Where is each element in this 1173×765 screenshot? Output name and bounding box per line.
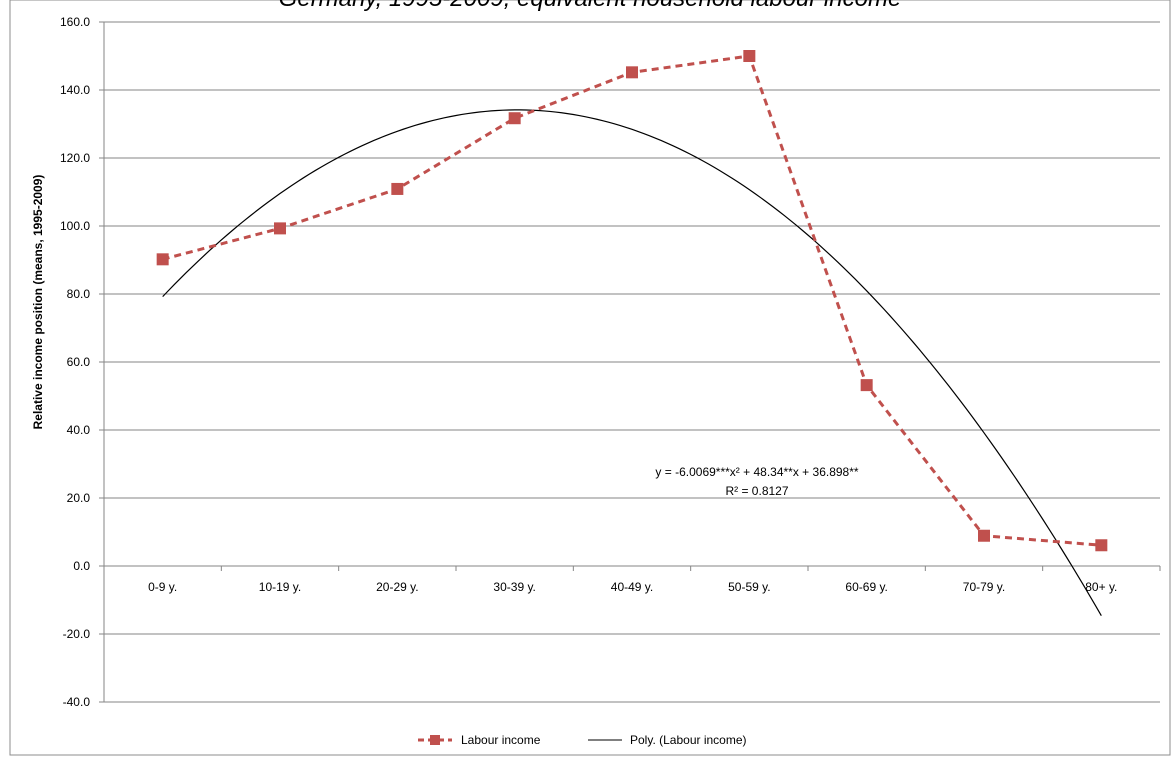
data-point-marker bbox=[274, 222, 286, 235]
data-point-marker bbox=[391, 182, 404, 195]
data-point-marker bbox=[508, 112, 521, 125]
trendline-group bbox=[162, 109, 1102, 616]
y-tick-label: 120.0 bbox=[60, 151, 90, 165]
legend-trendline-label: Poly. (Labour income) bbox=[630, 733, 747, 747]
data-point-marker bbox=[1095, 539, 1108, 552]
y-tick-label: 100.0 bbox=[60, 219, 90, 233]
y-tick-label: 60.0 bbox=[67, 355, 91, 369]
data-point-marker bbox=[860, 379, 873, 392]
x-tick-label: 20-29 y. bbox=[376, 580, 418, 594]
y-tick-label: 140.0 bbox=[60, 83, 90, 97]
y-tick-label: 160.0 bbox=[60, 15, 90, 29]
y-tick-label: 20.0 bbox=[67, 491, 91, 505]
trendline-equation: y = -6.0069***x² + 48.34**x + 36.898** bbox=[655, 465, 858, 479]
y-tick-label: 40.0 bbox=[67, 423, 91, 437]
x-tick-label: 30-39 y. bbox=[493, 580, 535, 594]
x-tick-label: 50-59 y. bbox=[728, 580, 770, 594]
data-point-marker bbox=[626, 66, 638, 79]
x-tick-label: 70-79 y. bbox=[963, 580, 1005, 594]
chart-title: Germany, 1995-2009, equivalent household… bbox=[279, 0, 902, 12]
x-tick-label: 0-9 y. bbox=[148, 580, 177, 594]
trendline-path bbox=[162, 109, 1102, 616]
y-axis-label: Relative income position (means, 1995-20… bbox=[31, 175, 45, 430]
x-tick-labels: 0-9 y. 10-19 y. 20-29 y. 30-39 y. 40-49 y. 50… bbox=[103, 566, 1161, 594]
y-tick-label: -20.0 bbox=[63, 627, 91, 641]
trendline-r2: R² = 0.8127 bbox=[725, 484, 788, 498]
y-tick-label: 0.0 bbox=[73, 559, 90, 573]
data-point-marker bbox=[743, 50, 756, 62]
chart-border bbox=[9, 0, 1171, 756]
y-tick-labels: -40.0 -20.0 0.0 20.0 40.0 60.0 80.0 100.0 120.0 1… bbox=[60, 15, 90, 709]
x-tick-label: 10-19 y. bbox=[259, 580, 301, 594]
data-point-marker bbox=[156, 253, 169, 266]
y-tick-label: -40.0 bbox=[63, 695, 91, 709]
y-tick-label: 80.0 bbox=[67, 287, 91, 301]
x-tick-label: 60-69 y. bbox=[845, 580, 887, 594]
data-point-marker bbox=[978, 529, 990, 542]
legend: Labour income Poly. (Labour income) bbox=[418, 733, 747, 747]
legend-series-marker bbox=[430, 735, 440, 745]
series-group bbox=[156, 50, 1108, 552]
x-tick-label: 80+ y. bbox=[1085, 580, 1117, 594]
legend-series-label: Labour income bbox=[461, 733, 541, 747]
x-tick-label: 40-49 y. bbox=[611, 580, 653, 594]
